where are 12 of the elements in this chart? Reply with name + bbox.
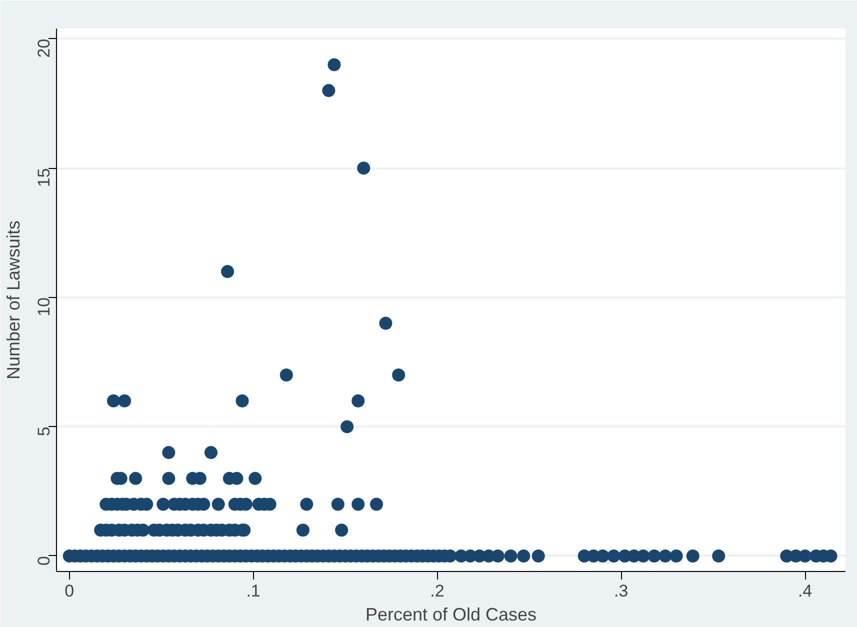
y-tick-label: 15 [34,168,54,188]
x-tick-label: .1 [246,582,260,600]
x-tick-label: 0 [64,582,74,600]
y-axis-title: Number of Lawsuits [4,220,24,380]
x-tick-label: .4 [798,582,812,600]
y-tick-label: 0 [34,556,54,566]
x-tick-label: .2 [430,582,444,600]
x-tick-label: .3 [614,582,628,600]
y-tick-label: 5 [34,426,54,436]
y-tick-label: 10 [34,297,54,316]
y-tick-label: 20 [34,38,54,58]
x-axis-title: Percent of Old Cases [365,604,537,624]
